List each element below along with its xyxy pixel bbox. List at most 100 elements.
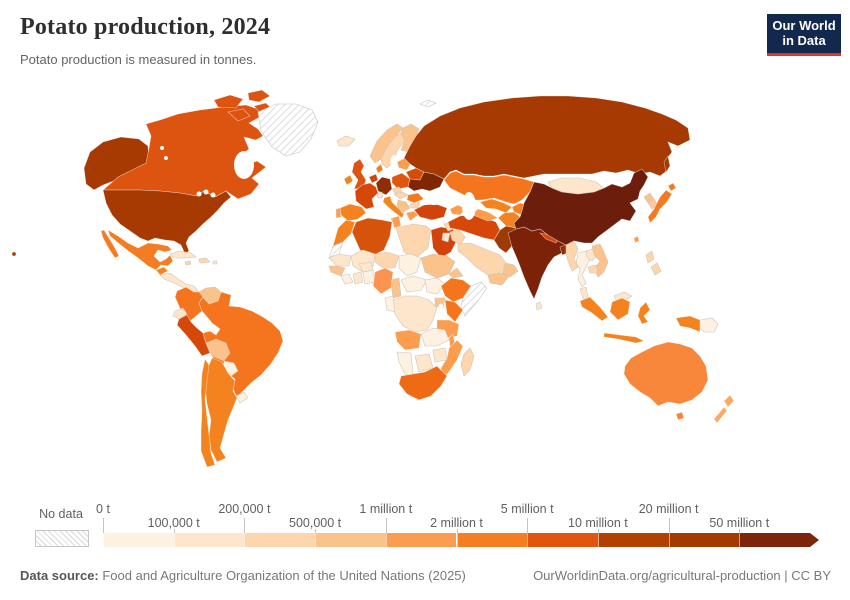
country-canada-island[interactable] — [227, 108, 251, 122]
legend-bin-0[interactable] — [103, 533, 174, 547]
country-mongolia[interactable] — [547, 177, 605, 195]
country-sudan[interactable] — [420, 253, 456, 279]
country-indonesia-java[interactable] — [603, 332, 645, 344]
country-bulgaria[interactable] — [409, 201, 421, 209]
country-cambodia[interactable] — [587, 264, 599, 274]
country-angola[interactable] — [394, 329, 422, 351]
country-philippines[interactable] — [645, 250, 655, 264]
country-japan[interactable] — [647, 189, 673, 224]
country-uruguay[interactable] — [235, 391, 249, 404]
country-netherlands-belgium[interactable] — [368, 173, 379, 184]
legend-bin-7[interactable] — [597, 533, 669, 547]
legend-bin-4[interactable] — [385, 533, 457, 547]
country-australia[interactable] — [623, 341, 709, 407]
country-mozambique[interactable] — [440, 339, 464, 379]
country-mauritania[interactable] — [328, 253, 352, 267]
country-uk[interactable] — [351, 158, 367, 190]
country-burkina-faso[interactable] — [358, 261, 374, 273]
country-myanmar[interactable] — [565, 240, 579, 272]
country-taiwan[interactable] — [633, 235, 640, 244]
owid-logo[interactable]: Our World in Data — [767, 14, 841, 56]
country-cameroon[interactable] — [390, 277, 402, 299]
country-bolivia[interactable] — [205, 338, 231, 362]
country-norway[interactable] — [369, 123, 404, 164]
country-sweden[interactable] — [380, 132, 406, 169]
country-indonesia-sulawesi[interactable] — [637, 301, 651, 325]
country-chile[interactable] — [200, 358, 216, 468]
country-ireland[interactable] — [343, 174, 354, 186]
country-algeria[interactable] — [351, 217, 393, 257]
country-malaysia-borneo[interactable] — [613, 291, 633, 301]
country-balkans[interactable] — [396, 199, 411, 214]
country-jordan-israel[interactable] — [441, 232, 451, 243]
country-svalbard[interactable] — [419, 99, 437, 108]
country-denmark[interactable] — [375, 163, 384, 174]
country-cuba[interactable] — [169, 250, 197, 259]
country-central-african-republic[interactable] — [400, 275, 428, 293]
country-nigeria[interactable] — [372, 267, 394, 295]
country-indonesia-sumatra[interactable] — [579, 296, 609, 322]
country-guatemala[interactable] — [155, 266, 169, 276]
country-japan-hokkaido[interactable] — [667, 182, 677, 192]
country-namibia[interactable] — [396, 351, 414, 377]
country-sri-lanka[interactable] — [535, 301, 543, 311]
footer-credit[interactable]: OurWorldinData.org/agricultural-producti… — [533, 568, 831, 583]
country-canada-island[interactable] — [213, 94, 244, 109]
country-zambia[interactable] — [420, 327, 450, 347]
country-new-zealand-south[interactable] — [713, 406, 728, 424]
country-spain[interactable] — [339, 203, 367, 222]
country-canada-island[interactable] — [247, 89, 271, 103]
legend-bin-8[interactable] — [668, 533, 740, 547]
country-ghana[interactable] — [362, 269, 376, 285]
legend-bin-5[interactable] — [456, 533, 528, 547]
country-congo-gabon[interactable] — [384, 295, 396, 313]
country-france[interactable] — [354, 182, 379, 210]
country-zimbabwe[interactable] — [432, 347, 448, 363]
country-ukraine[interactable] — [407, 171, 445, 192]
country-somalia[interactable] — [460, 281, 488, 317]
country-ecuador[interactable] — [172, 307, 188, 320]
country-brazil[interactable] — [198, 291, 284, 398]
country-kenya[interactable] — [444, 299, 464, 323]
country-hawaii[interactable] — [11, 251, 17, 257]
country-jamaica[interactable] — [184, 260, 192, 266]
country-chad[interactable] — [398, 253, 422, 277]
country-tunisia[interactable] — [391, 215, 402, 229]
country-hispaniola[interactable] — [198, 257, 211, 264]
country-china[interactable] — [513, 168, 649, 246]
legend-bin-3[interactable] — [315, 533, 386, 547]
country-oman[interactable] — [501, 262, 519, 278]
country-yemen[interactable] — [487, 272, 511, 286]
country-saudi-arabia[interactable] — [457, 242, 507, 276]
country-ivory-coast[interactable] — [352, 271, 364, 285]
country-uzbekistan[interactable] — [479, 198, 513, 214]
country-libya[interactable] — [395, 223, 432, 259]
country-eritrea[interactable] — [448, 267, 464, 279]
legend-bin-6[interactable] — [527, 533, 598, 547]
country-sierra-leone-liberia[interactable] — [340, 273, 354, 285]
country-mexico-baja[interactable] — [100, 229, 120, 259]
country-malaysia[interactable] — [579, 286, 589, 300]
country-greenland[interactable] — [257, 103, 319, 157]
country-italy[interactable] — [382, 195, 405, 219]
country-switzerland[interactable] — [376, 191, 384, 199]
country-poland[interactable] — [391, 172, 411, 190]
country-argentina[interactable] — [204, 357, 238, 463]
country-senegal-guinea[interactable] — [328, 265, 346, 277]
legend-bin-9[interactable] — [739, 533, 810, 547]
country-usa[interactable] — [102, 189, 232, 255]
country-russia-sakhalin[interactable] — [663, 155, 671, 173]
country-romania[interactable] — [406, 192, 425, 204]
country-mexico[interactable] — [107, 229, 174, 271]
country-drc[interactable] — [392, 295, 438, 333]
country-niger[interactable] — [374, 251, 400, 269]
country-south-sudan[interactable] — [424, 277, 446, 295]
country-iceland[interactable] — [336, 135, 356, 147]
country-philippines-south[interactable] — [650, 262, 662, 276]
country-south-africa[interactable] — [398, 365, 448, 401]
country-papua-new-guinea[interactable] — [699, 317, 719, 333]
country-puerto-rico[interactable] — [212, 260, 218, 265]
footer-source-label[interactable]: Data source: — [20, 568, 99, 583]
country-germany[interactable] — [375, 176, 393, 196]
